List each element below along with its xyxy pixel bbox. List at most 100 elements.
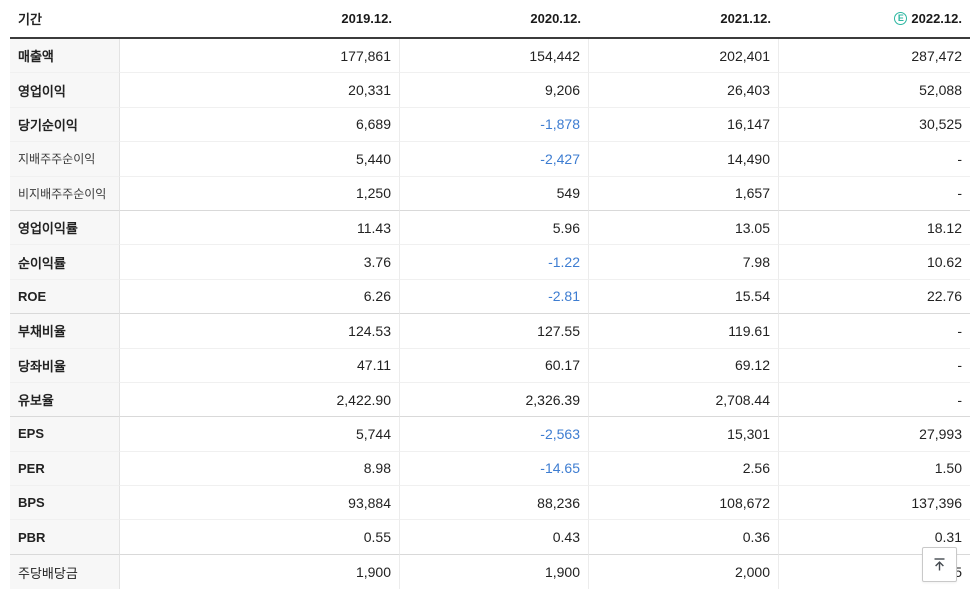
value-cell: 2,326.39 bbox=[400, 382, 589, 418]
value-cell: 7.98 bbox=[589, 245, 779, 280]
value-cell: 1,657 bbox=[589, 176, 779, 211]
value-cell: 108,672 bbox=[589, 486, 779, 521]
value-cell: 119.61 bbox=[589, 314, 779, 349]
value-cell: 5,744 bbox=[120, 417, 400, 452]
row-label: 비지배주주순이익 bbox=[10, 176, 120, 211]
value-cell: 549 bbox=[400, 176, 589, 211]
value-cell: 1.50 bbox=[779, 452, 970, 487]
value-cell: 15.54 bbox=[589, 279, 779, 315]
table-row: 순이익률 3.76 -1.22 7.98 10.62 bbox=[10, 245, 970, 280]
value-cell: 20,331 bbox=[120, 73, 400, 108]
row-label: 당기순이익 bbox=[10, 107, 120, 143]
value-cell: 6.26 bbox=[120, 279, 400, 315]
year-header-cell: 2020.12. bbox=[400, 0, 589, 37]
row-label: 당좌비율 bbox=[10, 348, 120, 383]
year-header-label: 2019.12. bbox=[341, 11, 392, 26]
table-row: BPS 93,884 88,236 108,672 137,396 bbox=[10, 486, 970, 521]
value-cell: 8.98 bbox=[120, 451, 400, 487]
table-header-row: 기간 2019.12. 2020.12. 2021.12. E 2022.12. bbox=[10, 0, 970, 39]
year-header-cell: 2019.12. bbox=[120, 0, 400, 37]
value-cell: 287,472 bbox=[779, 39, 970, 74]
year-header-label: 2022.12. bbox=[911, 11, 962, 26]
row-label: EPS bbox=[10, 417, 120, 452]
row-label: 매출액 bbox=[10, 39, 120, 74]
value-cell: 15,301 bbox=[589, 417, 779, 452]
value-cell: 127.55 bbox=[400, 314, 589, 349]
value-cell: 88,236 bbox=[400, 486, 589, 521]
row-label: BPS bbox=[10, 486, 120, 521]
value-cell: 6,689 bbox=[120, 107, 400, 143]
value-cell: 30,525 bbox=[779, 108, 970, 143]
value-cell: 2,000 bbox=[589, 554, 779, 589]
arrow-up-to-top-icon bbox=[934, 558, 945, 571]
value-cell: 202,401 bbox=[589, 39, 779, 74]
table-row: 유보율 2,422.90 2,326.39 2,708.44- bbox=[10, 382, 970, 418]
value-cell: 52,088 bbox=[779, 73, 970, 108]
value-cell: 18.12 bbox=[779, 211, 970, 246]
value-cell: -14.65 bbox=[400, 451, 589, 487]
scroll-to-top-button[interactable] bbox=[922, 547, 957, 582]
row-label: ROE bbox=[10, 279, 120, 315]
value-cell: 9,206 bbox=[400, 73, 589, 108]
table-row: 당좌비율 47.11 60.17 69.12- bbox=[10, 348, 970, 383]
row-label: 지배주주순이익 bbox=[10, 142, 120, 177]
value-cell: 2,708.44 bbox=[589, 382, 779, 418]
table-row: 부채비율 124.53 127.55 119.61- bbox=[10, 314, 970, 349]
value-cell: -2,563 bbox=[400, 417, 589, 452]
row-label: 순이익률 bbox=[10, 245, 120, 280]
value-cell: 0.43 bbox=[400, 520, 589, 555]
value-cell: 2,422.90 bbox=[120, 382, 400, 418]
value-cell: - bbox=[779, 142, 970, 177]
value-cell: - bbox=[779, 383, 970, 418]
value-cell: 14,490 bbox=[589, 142, 779, 177]
row-label: 부채비율 bbox=[10, 314, 120, 349]
table-row: 매출액 177,861 154,442 202,401 287,472 bbox=[10, 39, 970, 74]
value-cell: 16,147 bbox=[589, 107, 779, 143]
row-label: PER bbox=[10, 451, 120, 487]
value-cell: 3.76 bbox=[120, 245, 400, 280]
value-cell: 124.53 bbox=[120, 314, 400, 349]
table-row: EPS 5,744 -2,563 15,301 27,993 bbox=[10, 417, 970, 452]
financial-table: 기간 2019.12. 2020.12. 2021.12. E 2022.12. 매출액 17… bbox=[10, 0, 970, 589]
value-cell: 5 bbox=[954, 564, 962, 581]
value-cell: 0.31 bbox=[779, 520, 970, 555]
row-label: 유보율 bbox=[10, 382, 120, 418]
value-cell: 93,884 bbox=[120, 486, 400, 521]
value-cell: 69.12 bbox=[589, 348, 779, 383]
value-cell: - bbox=[779, 314, 970, 349]
value-cell: 27,993 bbox=[779, 417, 970, 452]
value-cell: -1.22 bbox=[400, 245, 589, 280]
row-label: 영업이익률 bbox=[10, 210, 120, 246]
value-cell: 2.56 bbox=[589, 451, 779, 487]
year-header-label: 2020.12. bbox=[530, 11, 581, 26]
year-header-cell: E 2022.12. bbox=[779, 0, 970, 37]
value-cell: - bbox=[779, 177, 970, 211]
table-row: PBR 0.55 0.43 0.36 0.31 bbox=[10, 520, 970, 555]
value-cell: 5,440 bbox=[120, 142, 400, 177]
value-cell: 1,900 bbox=[120, 554, 400, 589]
value-cell: 0.36 bbox=[589, 520, 779, 555]
table-row: 영업이익 20,331 9,206 26,403 52,088 bbox=[10, 73, 970, 108]
value-cell: 0.55 bbox=[120, 520, 400, 555]
value-cell: 1,900 bbox=[400, 554, 589, 589]
table-row: 주당배당금 1,900 1,900 2,000 5 bbox=[10, 554, 970, 589]
year-header-label: 2021.12. bbox=[720, 11, 771, 26]
table-row: 비지배주주순이익 1,250 549 1,657- bbox=[10, 176, 970, 211]
period-header-cell: 기간 bbox=[10, 0, 120, 37]
value-cell: 47.11 bbox=[120, 348, 400, 383]
value-cell: 5.96 bbox=[400, 210, 589, 246]
year-header-cell: 2021.12. bbox=[589, 0, 779, 37]
table-row: 당기순이익 6,689 -1,878 16,147 30,525 bbox=[10, 107, 970, 143]
row-label: PBR bbox=[10, 520, 120, 555]
table-row: 영업이익률 11.43 5.96 13.05 18.12 bbox=[10, 210, 970, 246]
value-cell: -2.81 bbox=[400, 279, 589, 315]
value-cell: -1,878 bbox=[400, 107, 589, 143]
value-cell: - bbox=[779, 349, 970, 383]
value-cell: 60.17 bbox=[400, 348, 589, 383]
value-cell: 22.76 bbox=[779, 280, 970, 315]
row-label: 영업이익 bbox=[10, 73, 120, 108]
table-row: PER 8.98 -14.65 2.56 1.50 bbox=[10, 451, 970, 487]
value-cell: 177,861 bbox=[120, 39, 400, 74]
value-cell: 13.05 bbox=[589, 210, 779, 246]
